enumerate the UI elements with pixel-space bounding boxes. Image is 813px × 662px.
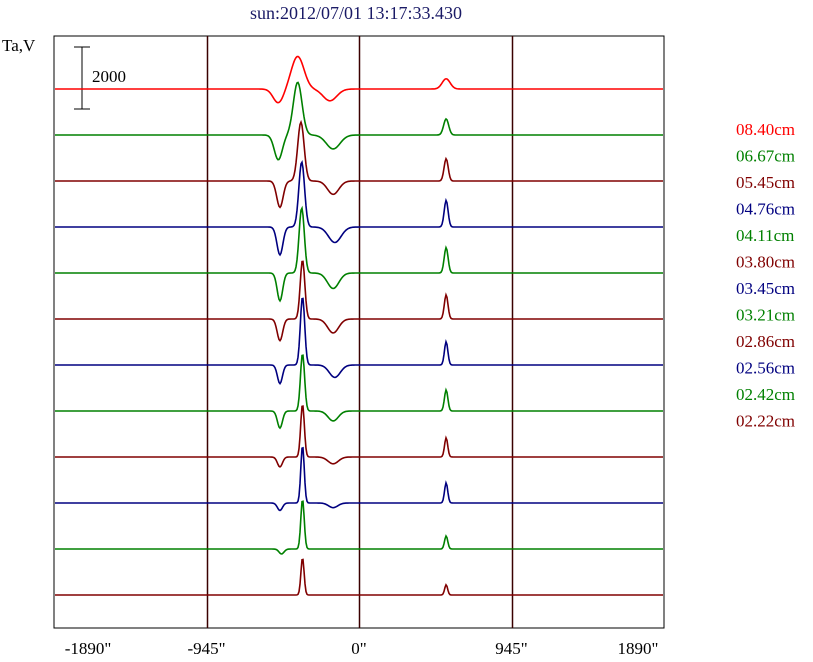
legend-entry: 04.76cm (736, 200, 795, 219)
legend-entry: 08.40cm (736, 120, 795, 139)
chart-title: sun:2012/07/01 13:17:33.430 (250, 3, 462, 23)
y-axis-label: Ta,V (2, 36, 36, 55)
trace-03.45cm (55, 297, 663, 385)
x-tick-label: -945" (187, 639, 225, 658)
legend-entry: 03.45cm (736, 279, 795, 298)
legend-entry: 04.11cm (736, 226, 794, 245)
legend-entry: 03.21cm (736, 306, 795, 325)
legend: 08.40cm 06.67cm 05.45cm 04.76cm 04.11cm 03.80… (736, 120, 795, 431)
legend-entry: 02.56cm (736, 359, 795, 378)
trace-04.76cm (55, 159, 663, 257)
scale-bar: 2000 (74, 46, 126, 110)
x-tick-label: 1890" (618, 639, 659, 658)
legend-entry: 02.22cm (736, 412, 795, 431)
x-tick-label: 945" (495, 639, 527, 658)
x-tick-label: 0" (351, 639, 366, 658)
trace-06.67cm (55, 81, 663, 161)
trace-04.11cm (55, 205, 663, 303)
trace-05.45cm (55, 119, 663, 209)
trace-02.42cm (55, 500, 663, 555)
trace-group (55, 55, 663, 596)
trace-02.56cm (55, 446, 663, 512)
trace-02.86cm (55, 405, 663, 468)
legend-entry: 06.67cm (736, 147, 795, 166)
scale-bar-label: 2000 (92, 67, 126, 86)
legend-entry: 02.42cm (736, 385, 795, 404)
legend-entry: 02.86cm (736, 332, 795, 351)
legend-entry: 05.45cm (736, 173, 795, 192)
x-tick-label: -1890" (65, 639, 112, 658)
trace-03.80cm (55, 260, 663, 343)
trace-02.22cm (55, 558, 663, 596)
trace-03.21cm (55, 354, 663, 430)
trace-08.40cm (55, 55, 663, 104)
x-tick-labels: -1890" -945" 0" 945" 1890" (65, 639, 659, 658)
vertical-gridlines (206, 36, 514, 628)
legend-entry: 03.80cm (736, 253, 795, 272)
